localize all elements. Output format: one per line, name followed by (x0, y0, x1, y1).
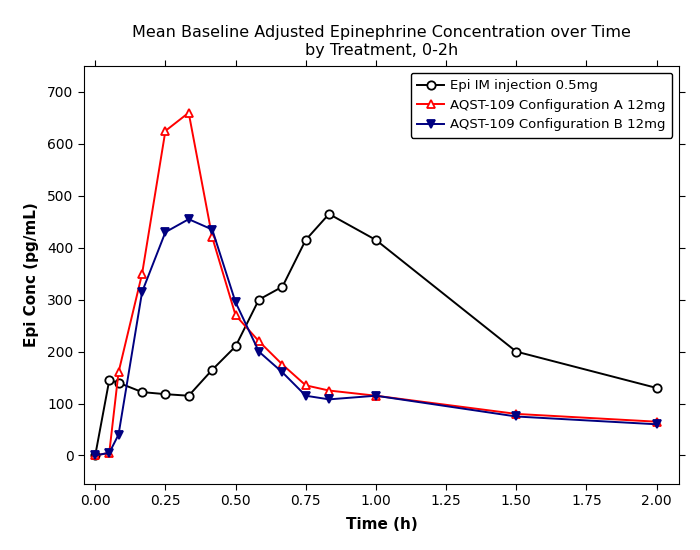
AQST-109 Configuration B 12mg (185, 216, 193, 223)
AQST-109 Configuration A 12mg (91, 452, 99, 459)
AQST-109 Configuration B 12mg (255, 348, 263, 355)
Line: Epi IM injection 0.5mg: Epi IM injection 0.5mg (91, 210, 661, 460)
Epi IM injection 0.5mg (208, 366, 216, 373)
AQST-109 Configuration B 12mg (512, 413, 520, 420)
Epi IM injection 0.5mg (105, 377, 113, 383)
Line: AQST-109 Configuration B 12mg: AQST-109 Configuration B 12mg (91, 215, 661, 460)
AQST-109 Configuration B 12mg (208, 226, 216, 233)
Legend: Epi IM injection 0.5mg, AQST-109 Configuration A 12mg, AQST-109 Configuration B : Epi IM injection 0.5mg, AQST-109 Configu… (411, 73, 673, 138)
X-axis label: Time (h): Time (h) (346, 517, 417, 532)
AQST-109 Configuration B 12mg (652, 421, 661, 427)
Epi IM injection 0.5mg (278, 283, 286, 290)
AQST-109 Configuration A 12mg (255, 338, 263, 344)
Line: AQST-109 Configuration A 12mg: AQST-109 Configuration A 12mg (91, 108, 661, 460)
Y-axis label: Epi Conc (pg/mL): Epi Conc (pg/mL) (24, 202, 39, 348)
Epi IM injection 0.5mg (138, 389, 146, 395)
AQST-109 Configuration A 12mg (302, 382, 310, 389)
AQST-109 Configuration B 12mg (372, 393, 380, 399)
AQST-109 Configuration A 12mg (138, 271, 146, 277)
AQST-109 Configuration B 12mg (138, 289, 146, 295)
AQST-109 Configuration A 12mg (185, 109, 193, 116)
AQST-109 Configuration A 12mg (232, 312, 240, 318)
AQST-109 Configuration A 12mg (161, 128, 169, 134)
AQST-109 Configuration B 12mg (161, 229, 169, 235)
AQST-109 Configuration B 12mg (278, 369, 286, 376)
AQST-109 Configuration B 12mg (91, 452, 99, 459)
Epi IM injection 0.5mg (512, 348, 520, 355)
AQST-109 Configuration B 12mg (302, 393, 310, 399)
Epi IM injection 0.5mg (302, 236, 310, 243)
AQST-109 Configuration B 12mg (325, 396, 333, 403)
Epi IM injection 0.5mg (652, 384, 661, 391)
AQST-109 Configuration A 12mg (114, 369, 122, 376)
AQST-109 Configuration A 12mg (512, 411, 520, 417)
AQST-109 Configuration A 12mg (372, 393, 380, 399)
AQST-109 Configuration B 12mg (114, 431, 122, 438)
Epi IM injection 0.5mg (161, 391, 169, 398)
Epi IM injection 0.5mg (114, 379, 122, 386)
Epi IM injection 0.5mg (232, 343, 240, 350)
Title: Mean Baseline Adjusted Epinephrine Concentration over Time
by Treatment, 0-2h: Mean Baseline Adjusted Epinephrine Conce… (132, 25, 631, 58)
Epi IM injection 0.5mg (372, 236, 380, 243)
Epi IM injection 0.5mg (185, 393, 193, 399)
Epi IM injection 0.5mg (255, 296, 263, 303)
AQST-109 Configuration A 12mg (105, 449, 113, 456)
AQST-109 Configuration A 12mg (652, 419, 661, 425)
AQST-109 Configuration A 12mg (325, 387, 333, 394)
Epi IM injection 0.5mg (91, 452, 99, 459)
AQST-109 Configuration A 12mg (278, 361, 286, 368)
AQST-109 Configuration B 12mg (105, 449, 113, 456)
Epi IM injection 0.5mg (325, 211, 333, 217)
AQST-109 Configuration B 12mg (232, 299, 240, 306)
AQST-109 Configuration A 12mg (208, 234, 216, 241)
